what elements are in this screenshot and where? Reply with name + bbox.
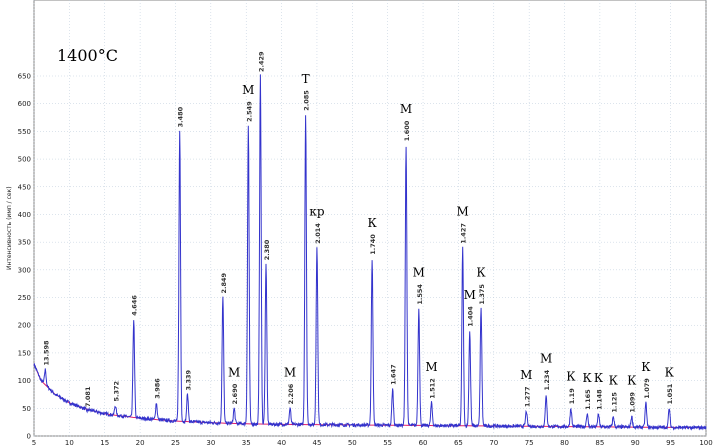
x-tick-label: 5 xyxy=(32,439,36,447)
y-tick-label: 450 xyxy=(18,183,31,191)
peak-d-label: 1.051 xyxy=(666,383,674,404)
peak-d-label: 1.600 xyxy=(403,120,411,141)
y-axis-label: Интенсивность (имп / сек) xyxy=(6,186,13,270)
plot-frame xyxy=(33,0,707,437)
peak-d-label: 4.646 xyxy=(131,295,139,316)
x-tick-label: 65 xyxy=(454,439,463,447)
y-tick-label: 550 xyxy=(18,128,31,136)
y-tick-label: 0 xyxy=(27,433,31,441)
phase-label: К xyxy=(665,365,675,379)
peak-d-label: 1.277 xyxy=(523,387,531,408)
y-tick-label: 500 xyxy=(18,156,31,164)
x-tick-label: 60 xyxy=(419,439,428,447)
phase-label: К xyxy=(367,216,377,230)
y-tick-label: 600 xyxy=(18,100,31,108)
peak-d-label: 1.125 xyxy=(610,392,618,413)
peak-d-label: 2.014 xyxy=(314,223,322,244)
phase-label: M xyxy=(400,102,412,116)
x-tick-label: 85 xyxy=(595,439,604,447)
peak-d-label: 2.549 xyxy=(245,101,253,122)
x-tick-label: 75 xyxy=(525,439,534,447)
x-tick-label: 25 xyxy=(171,439,180,447)
x-tick-label: 90 xyxy=(631,439,640,447)
temperature-annotation: 1400°C xyxy=(57,46,118,65)
peak-d-label: 1.554 xyxy=(416,284,424,305)
phase-label: К xyxy=(583,371,593,385)
phase-label: К xyxy=(566,370,576,384)
phase-label: M xyxy=(413,266,425,280)
peak-d-label: 1.165 xyxy=(584,389,592,410)
peak-d-label: 1.19 xyxy=(568,388,576,405)
y-tick-label: 650 xyxy=(18,73,31,81)
phase-label: К xyxy=(594,371,604,385)
x-tick-label: 70 xyxy=(489,439,498,447)
peak-d-label: 2.849 xyxy=(220,273,228,294)
x-tick-label: 55 xyxy=(383,439,392,447)
peak-d-label: 13.598 xyxy=(42,340,50,366)
phase-label: M xyxy=(540,351,552,365)
y-tick-label: 50 xyxy=(22,405,31,413)
phase-label: M xyxy=(284,365,296,379)
peak-d-label: 7.081 xyxy=(84,386,92,407)
y-tick-label: 250 xyxy=(18,294,31,302)
x-tick-label: 35 xyxy=(242,439,251,447)
peak-d-label: 1.148 xyxy=(595,389,603,410)
peak-d-label: 1.740 xyxy=(369,234,377,255)
peak-d-label: 2.206 xyxy=(287,383,295,404)
peak-d-label: 1.512 xyxy=(429,378,437,399)
peak-d-label: 2.429 xyxy=(257,51,265,72)
peak-d-label: 1.234 xyxy=(543,369,551,390)
y-tick-label: 400 xyxy=(18,211,31,219)
peak-d-label: 5.372 xyxy=(112,381,120,402)
peak-d-label: 1.427 xyxy=(460,223,468,244)
phase-label: К xyxy=(627,374,637,388)
peak-d-label: 3.339 xyxy=(184,369,192,390)
phase-label: M xyxy=(464,288,476,302)
peak-d-label: 1.375 xyxy=(478,284,486,305)
x-tick-label: 100 xyxy=(699,439,712,447)
y-tick-label: 350 xyxy=(18,239,31,247)
peak-d-label: 3.986 xyxy=(153,378,161,399)
diffraction-profile-line xyxy=(33,74,707,431)
phase-label: T xyxy=(302,72,310,86)
x-tick-label: 10 xyxy=(65,439,74,447)
phase-label: M xyxy=(425,360,437,374)
phase-label: К xyxy=(641,360,651,374)
peak-d-label: 2.380 xyxy=(263,239,271,260)
x-tick-label: 15 xyxy=(100,439,109,447)
x-tick-label: 45 xyxy=(312,439,321,447)
peak-d-label: 2.690 xyxy=(231,383,239,404)
x-tick-label: 95 xyxy=(666,439,675,447)
phase-label: M xyxy=(520,368,532,382)
x-tick-label: 50 xyxy=(348,439,357,447)
peak-d-label: 1.079 xyxy=(643,378,651,399)
y-tick-label: 200 xyxy=(18,322,31,330)
peak-d-label: 1.647 xyxy=(390,364,398,385)
phase-label: К xyxy=(476,266,486,280)
peak-d-label: 1.404 xyxy=(467,306,475,327)
y-tick-label: 300 xyxy=(18,266,31,274)
y-tick-label: 100 xyxy=(18,377,31,385)
phase-label: кр xyxy=(309,205,325,219)
peak-d-label: 2.085 xyxy=(303,90,311,111)
peak-d-label: 3.480 xyxy=(177,106,185,127)
x-tick-label: 80 xyxy=(560,439,569,447)
x-tick-label: 20 xyxy=(136,439,145,447)
y-tick-label: 150 xyxy=(18,349,31,357)
peak-d-label: 1.099 xyxy=(629,392,637,413)
phase-label: M xyxy=(242,83,254,97)
x-tick-label: 40 xyxy=(277,439,286,447)
x-tick-label: 30 xyxy=(206,439,215,447)
phase-label: M xyxy=(228,365,240,379)
phase-label: К xyxy=(609,374,619,388)
phase-label: M xyxy=(457,205,469,219)
